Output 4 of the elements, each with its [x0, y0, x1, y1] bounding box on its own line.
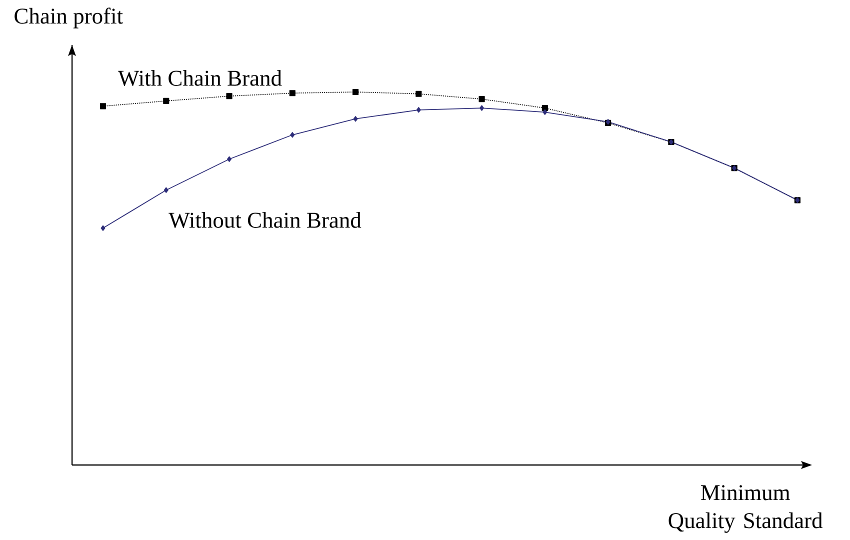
x-axis-title: Minimum Quality Standard	[668, 485, 823, 533]
series-label: Without Chain Brand	[168, 212, 362, 228]
y-axis-title: Chain profit	[14, 8, 123, 28]
series-label: With Chain Brand	[118, 70, 282, 86]
